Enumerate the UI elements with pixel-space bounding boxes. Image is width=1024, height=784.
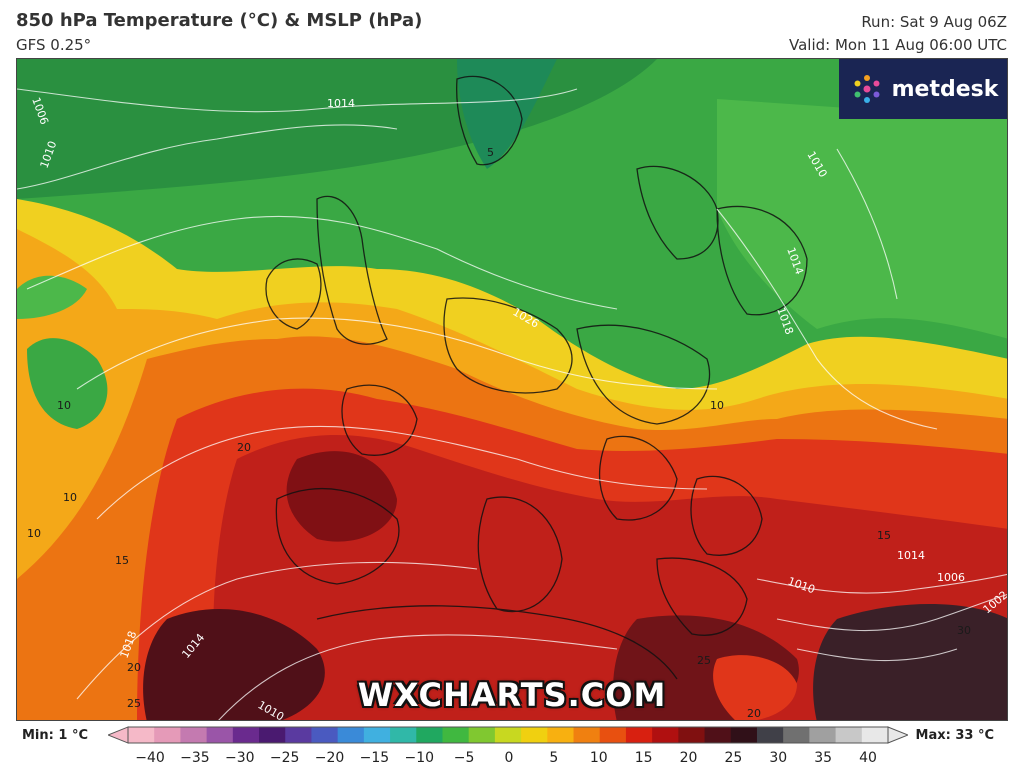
- color-scale-tick-label: −25: [269, 750, 300, 766]
- color-scale-tick-label: −5: [453, 750, 475, 766]
- temperature-contour-label: 20: [127, 661, 141, 674]
- temperature-contour-label: 15: [877, 529, 891, 542]
- color-scale-swatch: [337, 727, 365, 743]
- color-scale-swatch: [468, 727, 496, 743]
- isobar-label: 1014: [897, 549, 925, 562]
- valid-time-label: Valid: Mon 11 Aug 06:00 UTC: [788, 36, 1007, 54]
- temperature-contour-label: 25: [127, 697, 141, 710]
- color-scale-swatch: [547, 727, 575, 743]
- temperature-contour-label: 5: [487, 146, 494, 159]
- color-scale-swatch: [521, 727, 548, 743]
- metdesk-logo: metdesk: [839, 59, 1007, 119]
- color-scale-swatch: [180, 727, 208, 743]
- color-scale-tick-label: 20: [679, 750, 698, 766]
- color-scale-swatch: [363, 727, 391, 743]
- chart-title: 850 hPa Temperature (°C) & MSLP (hPa): [16, 10, 423, 31]
- temperature-contour-label: 10: [710, 399, 724, 412]
- model-label: GFS 0.25°: [16, 36, 92, 54]
- color-scale-swatch: [206, 727, 234, 743]
- color-scale-tick-label: 10: [589, 750, 608, 766]
- temperature-contour-label: 10: [27, 527, 41, 540]
- color-scale-right-arrow: [887, 726, 908, 744]
- color-scale-tick-label: −15: [359, 750, 390, 766]
- color-scale-swatch: [756, 727, 784, 743]
- color-scale-tick-label: −35: [180, 750, 210, 766]
- color-scale-tick-label: 40: [859, 750, 877, 766]
- color-scale-swatch: [730, 727, 758, 743]
- color-scale-swatch: [390, 727, 417, 743]
- color-scale-swatch: [494, 727, 522, 743]
- color-scale-swatch: [599, 727, 627, 743]
- wxcharts-watermark: WXCHARTS.COM: [357, 676, 667, 714]
- isobar-label: 1006: [937, 571, 965, 584]
- color-scale-swatch: [704, 727, 732, 743]
- color-scale-swatch: [259, 727, 286, 743]
- color-scale-swatch: [835, 727, 863, 743]
- metdesk-logo-text: metdesk: [891, 76, 999, 102]
- color-scale-swatch: [652, 727, 679, 743]
- color-scale-bar: [108, 726, 908, 744]
- temperature-contour-label: 10: [63, 491, 77, 504]
- max-temp-label: Max: 33 °C: [915, 728, 994, 743]
- isobar-label: 1014: [327, 97, 355, 110]
- color-scale-swatch: [678, 727, 706, 743]
- color-scale-swatch: [232, 727, 260, 743]
- color-scale-tick-label: 35: [814, 750, 833, 766]
- color-scale-tick-label: −30: [224, 750, 255, 766]
- color-scale-tick-label: 25: [724, 750, 743, 766]
- color-scale-swatch: [154, 727, 181, 743]
- color-scale-tick-label: 30: [769, 750, 788, 766]
- temperature-contour-label: 25: [697, 654, 711, 667]
- metdesk-logo-icon: [854, 75, 880, 103]
- color-scale-tick-label: 0: [504, 750, 514, 766]
- color-scale-swatch: [809, 727, 837, 743]
- color-scale-swatch: [128, 727, 155, 743]
- min-temp-label: Min: 1 °C: [22, 728, 88, 743]
- temperature-contour-label: 20: [747, 707, 761, 720]
- color-scale-swatch: [442, 727, 470, 743]
- color-scale-swatch: [285, 727, 312, 743]
- temperature-contour-label: 10: [57, 399, 71, 412]
- color-scale-tick-label: 15: [634, 750, 653, 766]
- temperature-contour-label: 15: [115, 554, 129, 567]
- color-scale-swatch: [573, 727, 601, 743]
- color-scale-swatch: [783, 727, 810, 743]
- color-scale-labels: −40 −35 −30 −25 −20 −15 −10 −5 0 5 10 15 20 25 30 35 40: [0, 750, 1024, 770]
- color-scale-left-arrow: [108, 726, 129, 744]
- color-scale-swatch: [861, 727, 889, 743]
- color-scale-tick-label: −10: [404, 750, 435, 766]
- color-scale-tick-label: −20: [314, 750, 345, 766]
- color-scale-tick-label: 5: [549, 750, 559, 766]
- color-scale-swatch: [416, 727, 443, 743]
- color-scale-swatch: [625, 727, 653, 743]
- run-label: Run: Sat 9 Aug 06Z: [861, 13, 1007, 31]
- color-scale-swatch: [311, 727, 339, 743]
- temperature-contour-label: 30: [957, 624, 971, 637]
- color-scale-tick-label: −40: [135, 750, 165, 766]
- temperature-contour-label: 20: [237, 441, 251, 454]
- weather-map: 1014 1006 1010 1010 1014 1018 1014 1026 1018 1014…: [16, 58, 1008, 721]
